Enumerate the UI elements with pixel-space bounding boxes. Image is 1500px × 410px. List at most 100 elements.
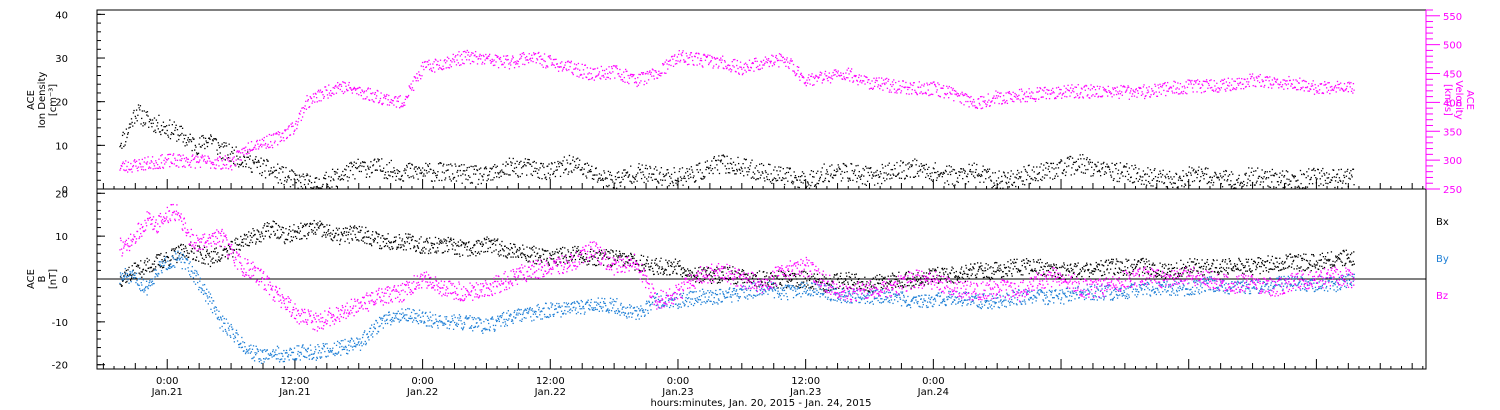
density-point <box>1054 177 1056 180</box>
velocity-point <box>371 99 373 101</box>
density-point <box>501 169 503 171</box>
velocity-point <box>317 89 320 91</box>
velocity-point <box>685 52 687 55</box>
density-point <box>265 164 267 167</box>
density-point <box>736 170 739 172</box>
bx-point <box>409 247 412 250</box>
density-point <box>1334 180 1337 182</box>
density-point <box>763 177 765 179</box>
density-point <box>733 169 735 172</box>
density-point <box>956 177 959 179</box>
density-point <box>372 164 375 166</box>
velocity-point <box>962 94 965 97</box>
velocity-point <box>1191 79 1193 82</box>
density-point <box>345 169 347 171</box>
bx-point <box>144 269 147 272</box>
velocity-point <box>411 89 413 91</box>
bx-point <box>243 233 246 236</box>
density-point <box>743 175 745 177</box>
bx-point <box>461 241 463 243</box>
velocity-point <box>1064 95 1066 98</box>
density-point <box>269 173 271 175</box>
density-point <box>1241 182 1244 184</box>
density-point <box>239 156 241 158</box>
density-point <box>921 171 924 173</box>
density-point <box>782 167 784 170</box>
velocity-point <box>1297 88 1299 91</box>
velocity-point <box>137 170 139 172</box>
bx-point <box>284 238 287 241</box>
velocity-point <box>552 63 554 66</box>
velocity-point <box>698 53 700 55</box>
bx-point <box>481 241 483 243</box>
density-point <box>1230 180 1232 182</box>
density-point <box>982 165 984 167</box>
density-point <box>1251 167 1253 169</box>
density-point <box>945 170 947 173</box>
velocity-point <box>813 84 815 86</box>
density-point <box>1316 178 1318 180</box>
bx-point <box>478 253 481 255</box>
velocity-point <box>155 160 157 162</box>
bx-point <box>304 235 306 237</box>
density-point <box>655 178 657 180</box>
density-point <box>1267 177 1270 179</box>
bx-point <box>176 257 179 259</box>
velocity-point <box>520 57 522 59</box>
velocity-point <box>1252 84 1254 87</box>
bx-point <box>286 239 289 241</box>
bx-point <box>384 245 387 247</box>
density-point <box>542 163 544 165</box>
velocity-point <box>307 100 309 102</box>
velocity-point <box>1334 84 1337 87</box>
velocity-point <box>142 169 145 171</box>
bx-point <box>257 238 259 241</box>
velocity-point <box>1014 92 1016 95</box>
velocity-point <box>187 158 189 160</box>
bx-point <box>435 250 437 252</box>
density-point <box>386 177 389 180</box>
velocity-point <box>979 104 981 106</box>
density-point <box>259 165 262 167</box>
velocity-point <box>849 80 851 82</box>
bx-point <box>129 273 131 275</box>
density-point <box>391 175 394 178</box>
density-point <box>1276 173 1278 176</box>
velocity-point <box>1096 92 1098 95</box>
velocity-point <box>647 73 649 75</box>
density-point <box>1155 187 1157 189</box>
velocity-point <box>292 133 295 135</box>
velocity-point <box>843 76 845 78</box>
velocity-point <box>822 79 824 82</box>
density-point <box>475 165 477 167</box>
density-point <box>179 125 181 128</box>
velocity-point <box>953 100 955 102</box>
velocity-point <box>631 76 633 78</box>
density-point <box>882 177 885 179</box>
bx-point <box>427 242 429 244</box>
density-point <box>852 179 854 182</box>
velocity-point <box>1267 86 1270 89</box>
bx-point <box>406 236 408 239</box>
density-point <box>1108 166 1110 168</box>
density-point <box>749 165 751 167</box>
density-point <box>1257 167 1259 169</box>
density-point <box>123 145 125 148</box>
velocity-point <box>1188 83 1190 85</box>
density-point <box>565 168 567 170</box>
density-point <box>230 160 232 162</box>
velocity-point <box>195 155 197 157</box>
density-point <box>787 180 789 182</box>
velocity-point <box>583 73 585 75</box>
velocity-point <box>242 147 244 150</box>
density-point <box>1336 173 1339 175</box>
velocity-point <box>827 80 829 82</box>
density-point <box>202 134 204 137</box>
velocity-point <box>1093 86 1095 88</box>
density-point <box>972 175 975 177</box>
bx-point <box>215 247 217 249</box>
density-point <box>802 182 804 184</box>
bx-point <box>476 242 478 244</box>
density-point <box>517 174 519 177</box>
density-point <box>248 158 251 160</box>
